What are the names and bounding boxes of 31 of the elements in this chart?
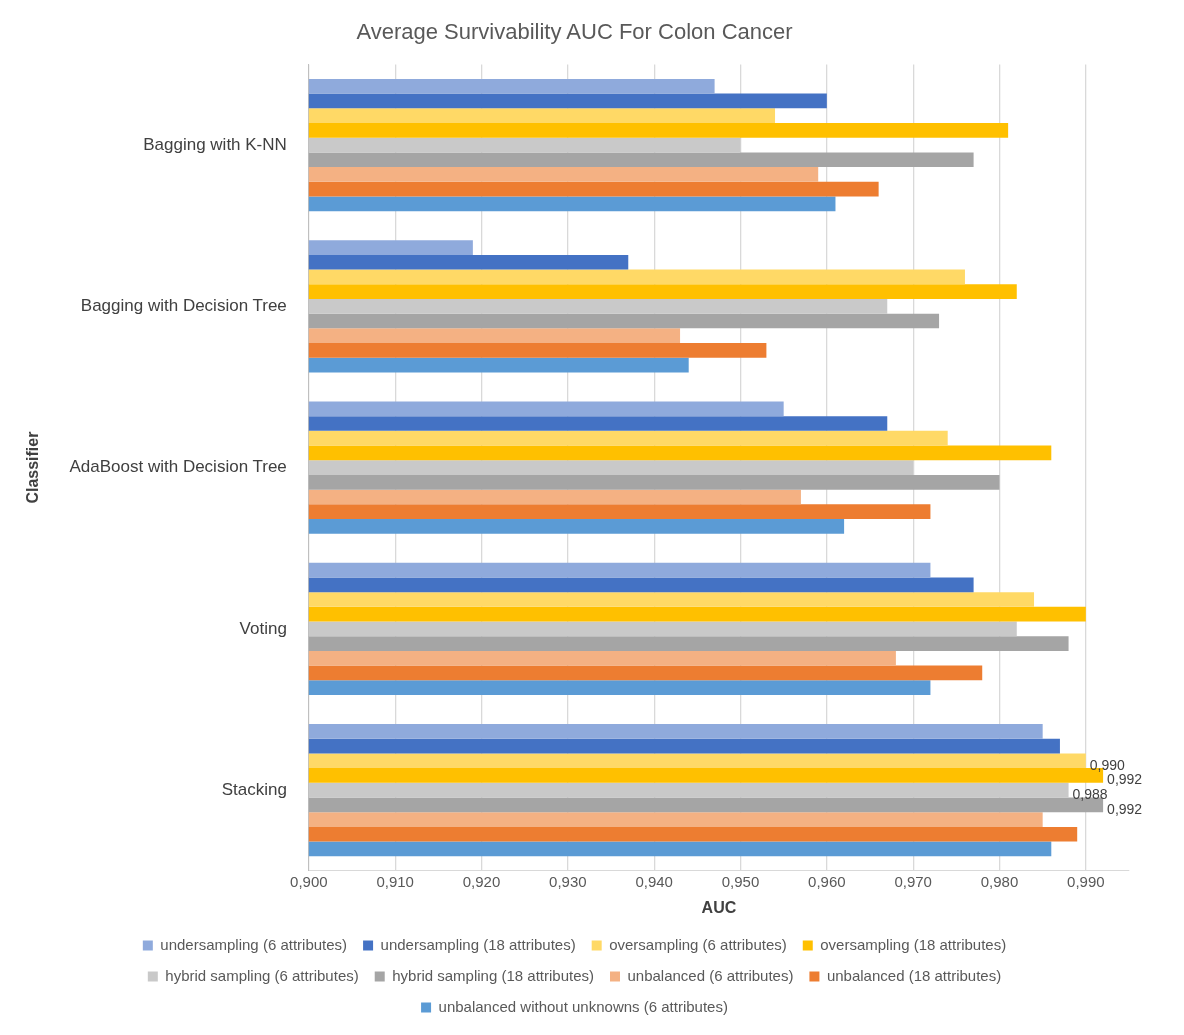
legend-label: undersampling (6 attributes) — [160, 935, 348, 953]
x-tick-label: 0,990 — [1067, 872, 1105, 890]
x-tick-label: 0,950 — [721, 872, 760, 890]
legend-label: oversampling (18 attributes) — [820, 935, 1007, 953]
legend-label: hybrid sampling (18 attributes) — [392, 966, 594, 984]
legend-label: unbalanced (6 attributes) — [627, 966, 794, 984]
legend-label: unbalanced without unknowns (6 attributes) — [438, 997, 728, 1015]
y-tick-label: AdaBoost with Decision Tree — [69, 457, 287, 477]
legend-label: hybrid sampling (6 attributes) — [165, 966, 359, 984]
x-tick-label: 0,930 — [549, 872, 587, 890]
y-axis-title: Classifier — [24, 431, 42, 504]
x-tick-label: 0,960 — [808, 872, 846, 890]
legend-label: undersampling (18 attributes) — [380, 935, 576, 953]
y-tick-label: Stacking — [221, 779, 287, 799]
x-tick-label: 0,900 — [290, 872, 328, 890]
x-tick-label: 0,980 — [980, 872, 1019, 890]
data-label: 0,992 — [1107, 800, 1143, 817]
y-tick-label: Bagging with K-NN — [143, 134, 287, 154]
data-label: 0,992 — [1107, 771, 1143, 788]
data-label: 0,990 — [1089, 756, 1126, 773]
y-tick-label: Voting — [239, 618, 287, 638]
legend-label: unbalanced (18 attributes) — [826, 966, 1002, 984]
chart-title: Average Survivability AUC For Colon Cancer — [356, 19, 793, 45]
x-tick-label: 0,970 — [894, 872, 932, 890]
x-tick-label: 0,920 — [462, 872, 501, 890]
data-label: 0,988 — [1072, 786, 1108, 803]
legend-label: oversampling (6 attributes) — [609, 935, 787, 953]
y-tick-label: Bagging with Decision Tree — [80, 296, 287, 316]
x-tick-label: 0,940 — [635, 872, 673, 890]
x-tick-label: 0,910 — [376, 872, 414, 890]
x-axis-title: AUC — [701, 898, 737, 916]
